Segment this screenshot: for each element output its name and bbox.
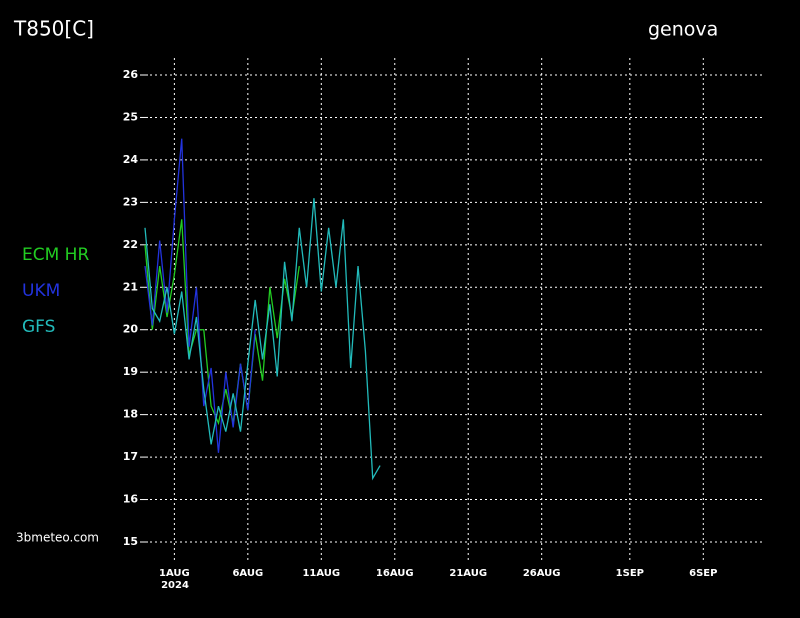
x-tick-label: 26AUG	[523, 568, 561, 579]
legend-entry: ECM HR	[22, 245, 89, 265]
y-tick-label: 18	[123, 408, 138, 421]
y-tick-label: 24	[123, 153, 139, 166]
y-tick-label: 15	[123, 535, 138, 548]
y-tick-label: 16	[123, 493, 139, 506]
y-tick-label: 22	[123, 238, 138, 251]
chart-title: T850[C]	[13, 17, 94, 41]
y-tick-label: 19	[123, 365, 138, 378]
x-tick-label: 1SEP	[616, 568, 644, 579]
chart-subtitle: genova	[648, 19, 718, 41]
source: 3bmeteo.com	[16, 531, 99, 545]
series-line	[144, 138, 256, 453]
year-label: 2024	[161, 580, 189, 591]
y-tick-label: 26	[123, 68, 139, 81]
legend-entry: UKM	[22, 281, 60, 301]
y-tick-label: 21	[123, 280, 138, 293]
y-tick-label: 20	[123, 323, 139, 336]
y-tick-label: 25	[123, 110, 138, 123]
x-tick-label: 21AUG	[449, 568, 487, 579]
legend-entry: GFS	[22, 317, 55, 337]
series-line	[144, 219, 300, 426]
x-tick-label: 1AUG	[159, 568, 190, 579]
x-tick-label: 11AUG	[302, 568, 340, 579]
y-tick-label: 23	[123, 195, 138, 208]
x-tick-label: 6SEP	[689, 568, 717, 579]
x-tick-label: 6AUG	[232, 568, 263, 579]
x-tick-label: 16AUG	[376, 568, 414, 579]
series-line	[144, 198, 381, 481]
y-tick-label: 17	[123, 450, 138, 463]
